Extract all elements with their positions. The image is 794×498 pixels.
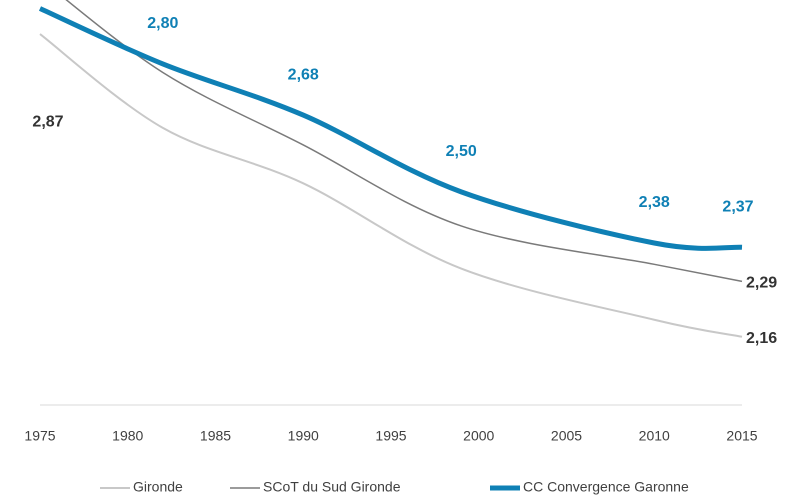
legend-label: Gironde (133, 479, 183, 495)
value-label: 2,29 (746, 275, 777, 292)
line-series (39, 33, 743, 338)
x-tick-label: 1995 (375, 428, 406, 444)
line-series (38, 6, 743, 251)
value-label: 2,87 (32, 113, 63, 130)
x-tick-label: 2005 (551, 428, 582, 444)
value-label: 2,80 (147, 15, 178, 32)
value-label: 2,68 (288, 66, 319, 83)
x-tick-label: 1990 (288, 428, 319, 444)
legend-label: CC Convergence Garonne (523, 479, 689, 495)
value-label: 2,16 (746, 330, 777, 347)
legend-label: SCoT du Sud Gironde (263, 479, 401, 495)
x-tick-label: 1980 (112, 428, 143, 444)
x-tick-label: 2010 (639, 428, 670, 444)
line-series (65, 0, 743, 283)
x-tick-label: 1975 (24, 428, 55, 444)
x-tick-label: 2015 (726, 428, 757, 444)
value-label: 2,50 (446, 143, 477, 160)
x-tick-label: 1985 (200, 428, 231, 444)
x-tick-label: 2000 (463, 428, 494, 444)
value-label: 2,37 (722, 198, 753, 215)
plot-area (38, 0, 743, 338)
value-label: 2,38 (639, 194, 670, 211)
